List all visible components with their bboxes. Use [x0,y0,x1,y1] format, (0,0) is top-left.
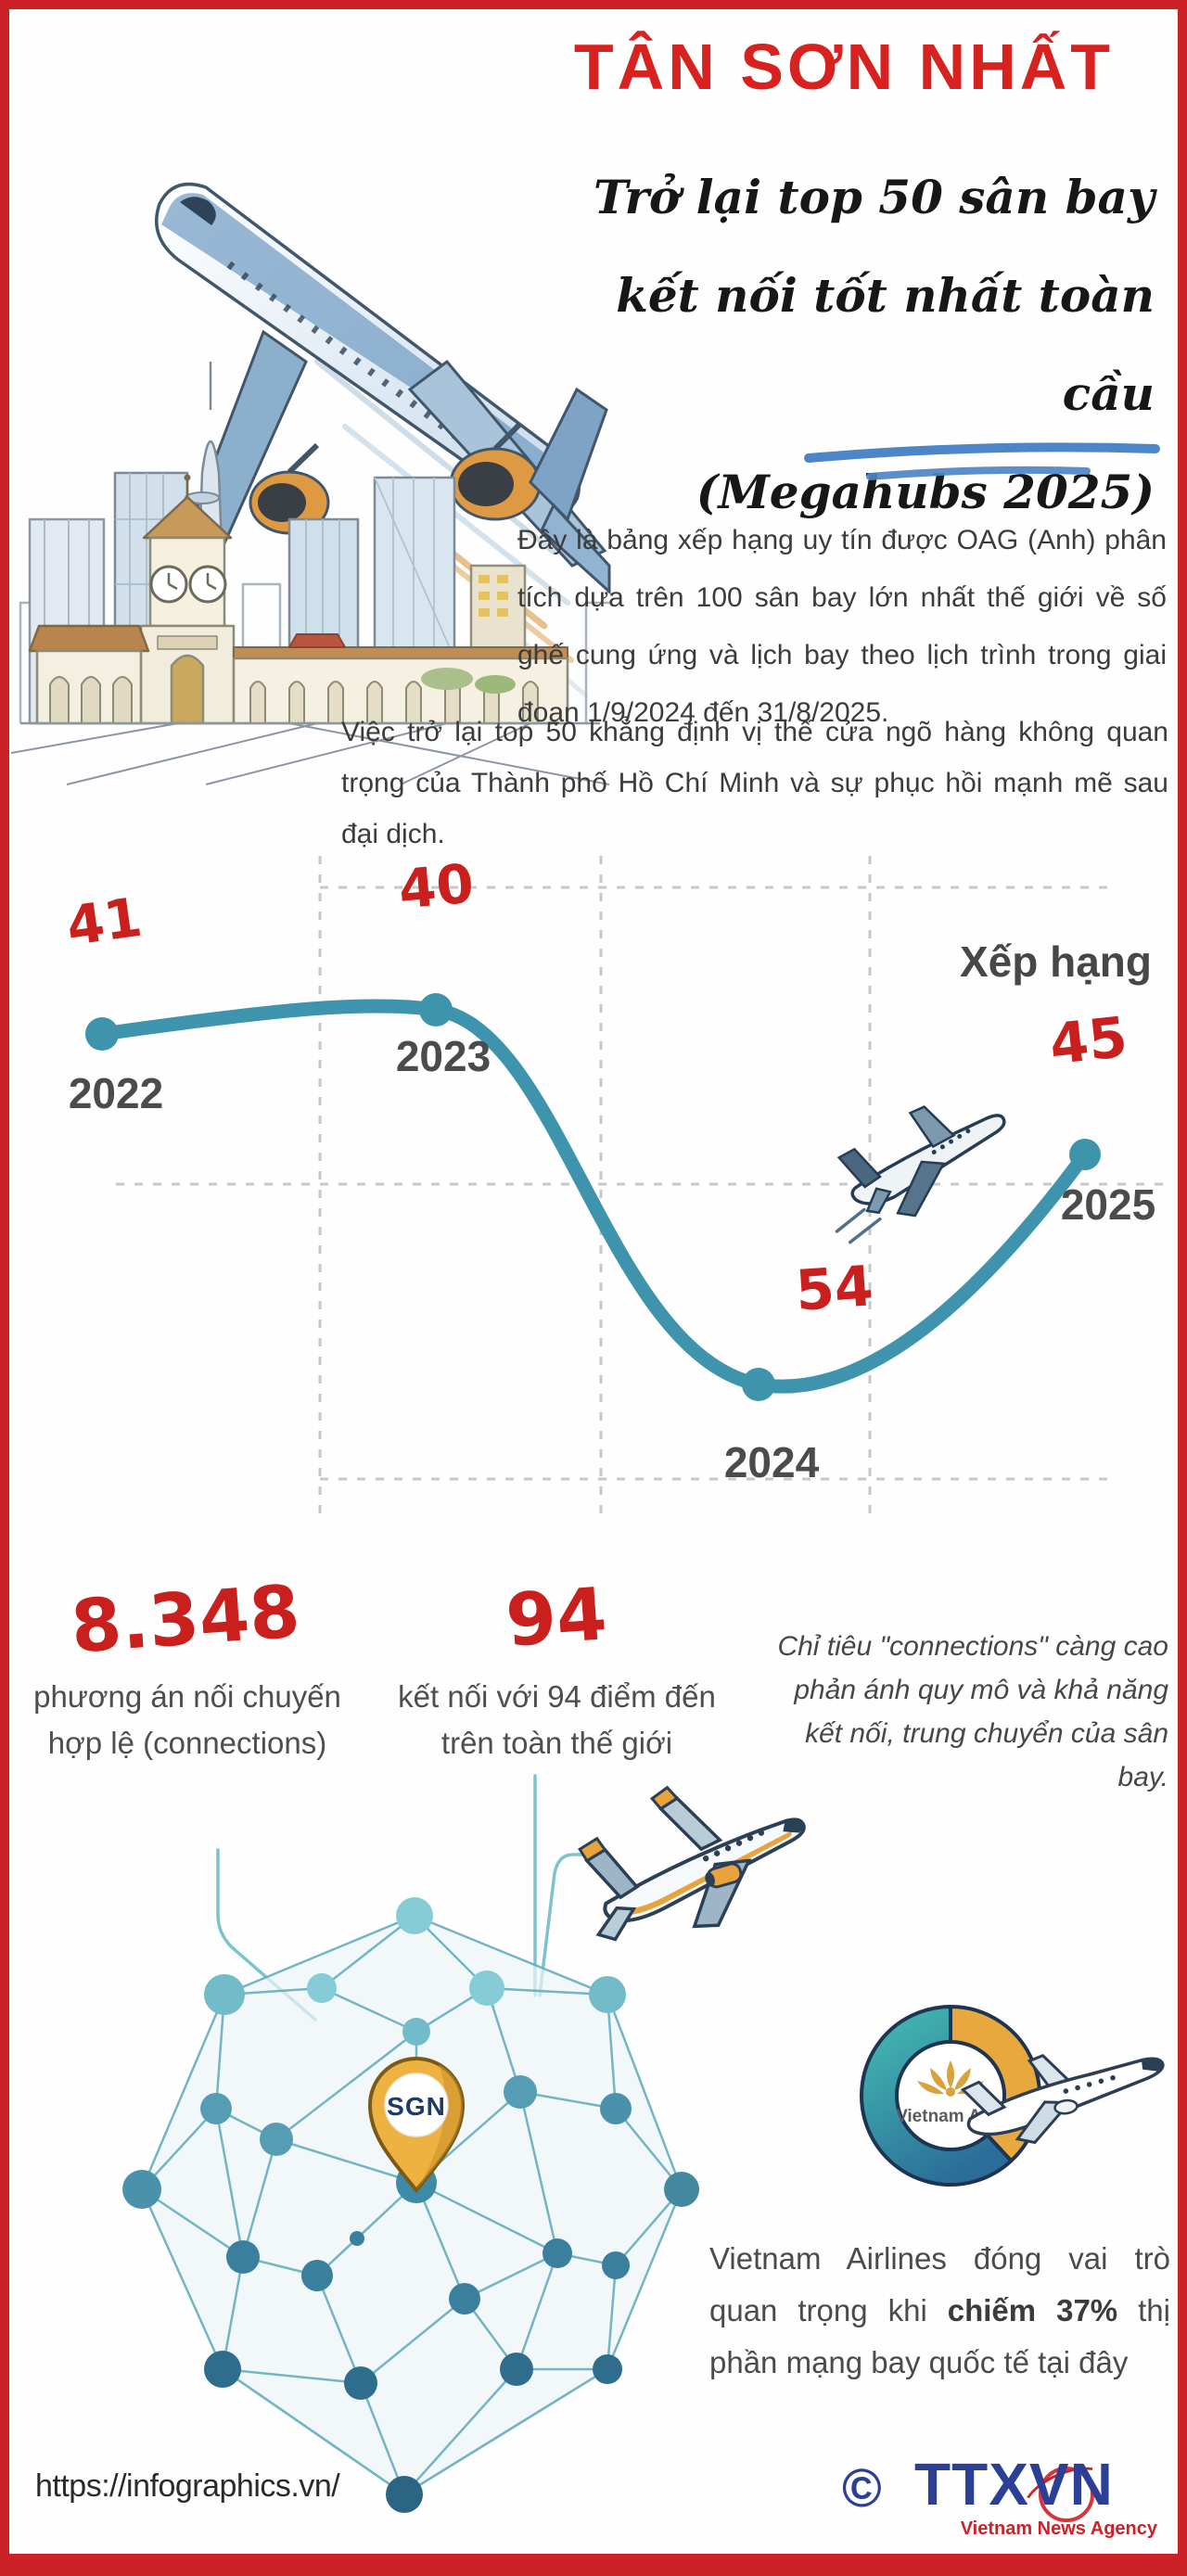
chart-year-2025: 2025 [1060,1180,1156,1229]
ranking-line-chart [85,856,1167,1524]
airplane-takeoff-sketch-icon [11,182,612,785]
airline-share-text-bold: chiếm 37% [947,2293,1118,2327]
chart-year-2022: 2022 [68,1069,164,1117]
stat-connections-value: 8.348 [68,1570,303,1670]
route-network-diagram: SGN [122,1897,699,2513]
chart-value-2022: 41 [62,885,147,959]
chart-value-2024: 54 [793,1254,875,1324]
airline-share-text: Vietnam Airlines đóng vai trò quan trọng… [709,2233,1170,2389]
stat-destinations-label: kết nối với 94 điểm đến trên toàn thế gi… [398,1679,716,1760]
globe-icon [1039,2467,1094,2522]
connections-note: Chỉ tiêu "connections" càng cao phản ánh… [777,1631,1168,1792]
chart-year-2023: 2023 [395,1032,491,1080]
agency-logo: © TTXVN Vietnam News Agency [842,2441,1157,2548]
chart-value-2025: 45 [1046,1004,1130,1078]
chart-year-2024: 2024 [723,1438,820,1486]
intro-paragraph-1: Đây là bảng xếp hạng uy tín được OAG (An… [517,525,1167,728]
subtitle-line-1: Trở lại top 50 sân bay [594,170,1155,224]
intro-paragraph-2: Việc trở lại top 50 khẳng định vị thế cử… [341,717,1168,849]
stat-destinations-value: 94 [503,1573,610,1664]
chart-title: Xếp hạng [959,937,1152,986]
map-pin-icon: SGN [367,2057,466,2194]
airline-share-text-post: thị phần mạng bay quốc tế tại đây [709,2293,1170,2379]
airplane-white-icon [960,2054,1165,2145]
hcmc-skyline-sketch-icon [11,362,612,785]
airplane-cartoon-icon [578,1785,806,1942]
copyright-icon: © [842,2458,882,2519]
source-url-link[interactable]: https://infographics.vn/ [35,2468,340,2504]
connector-lines-icon [216,1774,602,2021]
stat-connections-label: phương án nối chuyến hợp lệ (connections… [33,1679,341,1760]
airplane-sketch-icon [835,1105,1006,1244]
agency-acronym: TTXVN [914,2451,1114,2518]
chart-value-2023: 40 [396,851,477,922]
subtitle-line-2: kết nối tốt nhất toàn cầu [616,268,1155,421]
marker-underline-icon [804,442,1160,480]
airline-share-text-pre: Vietnam Airlines đóng vai trò quan trọng… [709,2241,1170,2327]
chart-line [95,999,1092,1394]
agency-name: Vietnam News Agency [960,2519,1157,2539]
page-title: TÂN SƠN NHẤT [573,31,1115,103]
chart-data-points [85,993,1101,1401]
pin-label: SGN [387,2092,446,2121]
